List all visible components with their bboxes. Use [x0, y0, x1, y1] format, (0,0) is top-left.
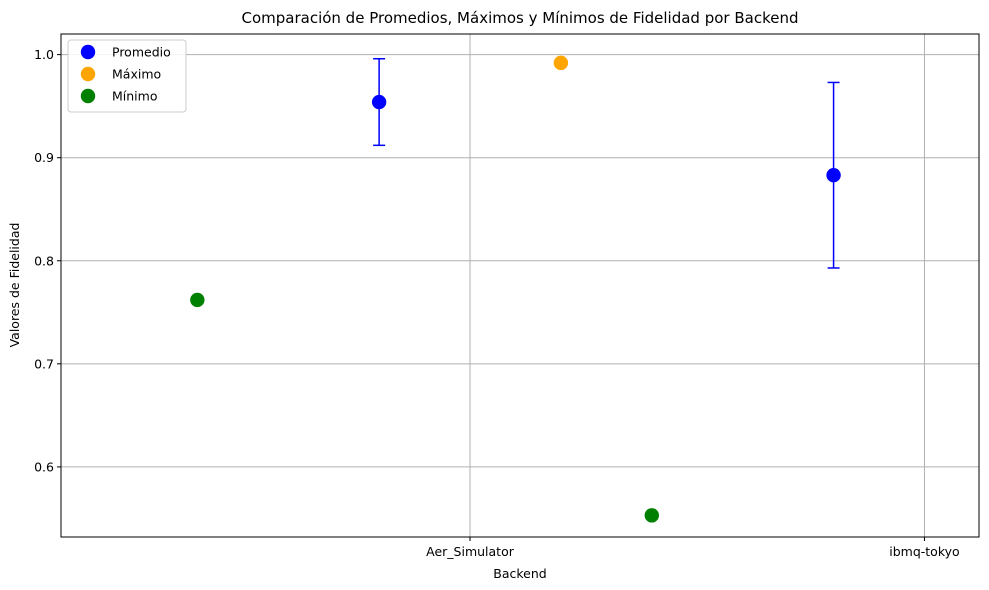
y-tick-label: 1.0	[34, 47, 54, 62]
grid	[61, 34, 979, 537]
x-tick-label: ibmq-tokyo	[889, 544, 959, 559]
legend-label: Mínimo	[112, 89, 157, 104]
legend-marker	[80, 66, 96, 82]
y-tick-label: 0.7	[34, 356, 54, 371]
legend: Promedio Máximo Mínimo	[67, 39, 187, 113]
x-axis-label: Backend	[493, 566, 546, 581]
data-point	[826, 168, 841, 183]
y-tick-label: 0.8	[34, 253, 54, 268]
axes: 0.6 0.7 0.8 0.9 1.0 Aer_Simulator ibmq-tokyo	[34, 47, 960, 559]
chart-title: Comparación de Promedios, Máximos y Míni…	[241, 9, 798, 27]
legend-label: Promedio	[112, 45, 171, 60]
y-tick-label: 0.9	[34, 150, 54, 165]
data-marks	[190, 55, 841, 523]
y-axis-label: Valores de Fidelidad	[7, 223, 22, 348]
data-point	[553, 55, 569, 71]
legend-marker	[80, 88, 96, 104]
data-point	[644, 508, 659, 523]
legend-label: Máximo	[112, 67, 161, 82]
y-tick-label: 0.6	[34, 459, 54, 474]
legend-box	[67, 39, 187, 113]
x-tick-label: Aer_Simulator	[426, 544, 515, 559]
data-point	[190, 292, 205, 308]
legend-marker	[80, 44, 96, 60]
plot-frame	[60, 33, 980, 538]
data-point	[371, 94, 387, 110]
